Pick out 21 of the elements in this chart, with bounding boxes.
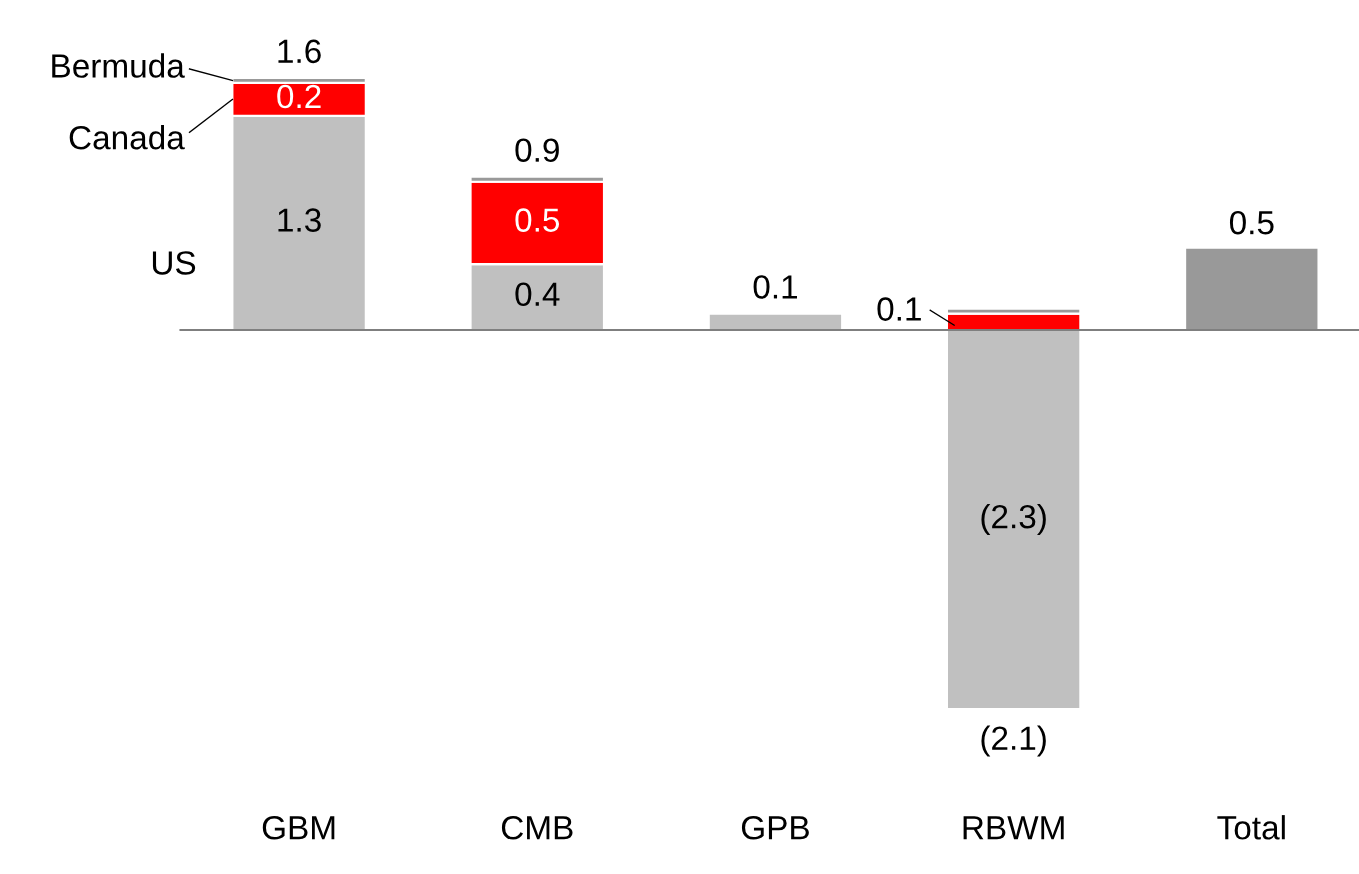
total-label: 0.9 — [515, 138, 559, 162]
series-label: Canada — [69, 125, 185, 150]
x-tick-label: RBWM — [963, 816, 1064, 840]
total-label: 0.1 — [753, 275, 797, 299]
data-label: 1.3 — [278, 208, 321, 232]
x-tick-label: GBM — [262, 815, 335, 840]
x-tick-label: GPB — [741, 815, 809, 840]
data-label: 0.2 — [277, 84, 321, 109]
data-label: (2.3) — [981, 504, 1046, 536]
data-label: 0.5 — [515, 208, 560, 232]
x-tick-label: Total — [1217, 815, 1285, 840]
total-label: 1.6 — [278, 39, 321, 64]
bar — [945, 329, 1082, 711]
x-tick-label: CMB — [501, 815, 573, 840]
total-label: (2.1) — [981, 725, 1046, 757]
data-label: 0.1 — [877, 297, 921, 321]
data-label: 0.4 — [515, 282, 560, 307]
data-label: 0.5 — [1229, 210, 1274, 235]
bar — [1184, 246, 1320, 332]
series-label: Bermuda — [52, 53, 185, 78]
series-label: US — [152, 251, 196, 275]
